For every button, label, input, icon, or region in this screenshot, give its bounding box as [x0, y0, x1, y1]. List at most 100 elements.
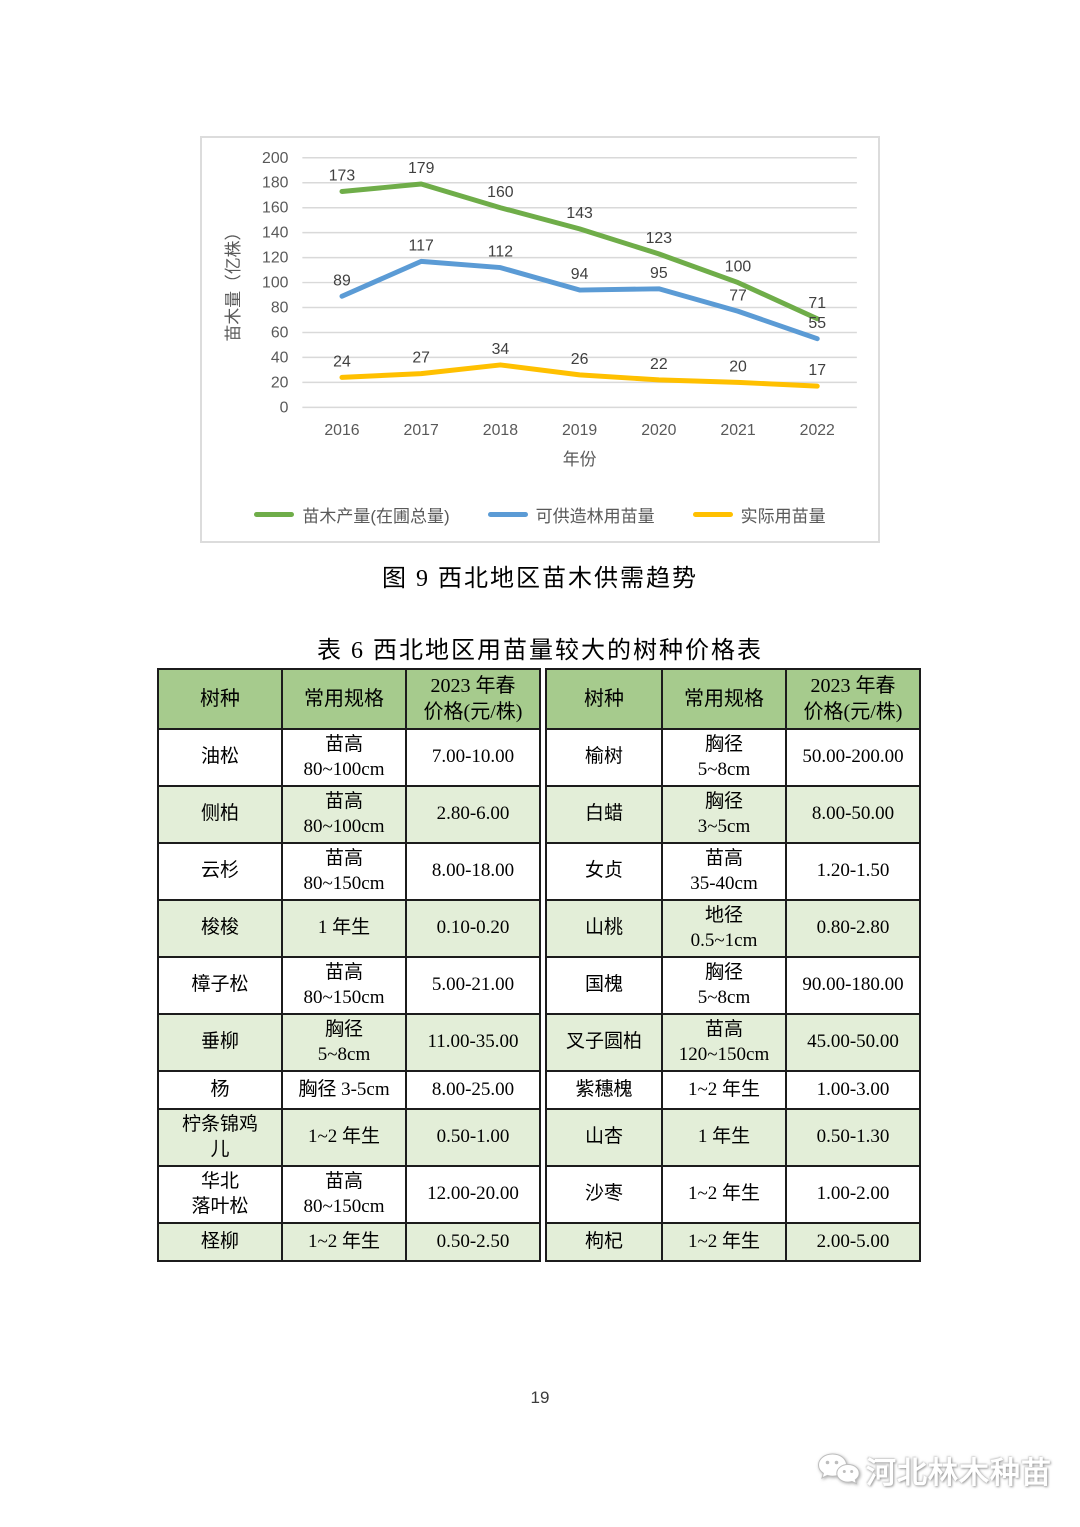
- line-chart: 0 20 40 60 80 100 120 140 160 180 200 2016 2017 2018 2…: [200, 136, 880, 543]
- x-tick-label: 2020: [641, 422, 676, 439]
- table-caption: 表 6 西北地区用苗量较大的树种价格表: [317, 638, 763, 664]
- header-cell: 树种: [157, 668, 283, 730]
- table-cell: 0.50-2.50: [405, 1222, 541, 1262]
- x-axis-title: 年份: [563, 450, 597, 469]
- table-cell: 苗高 120~150cm: [661, 1013, 787, 1072]
- table-cell: 梭梭: [157, 899, 283, 958]
- table-cell: 0.10-0.20: [405, 899, 541, 958]
- data-label: 94: [571, 266, 589, 283]
- table-cell: 榆树: [545, 728, 663, 787]
- table-row: 垂柳 胸径 5~8cm 11.00-35.00 叉子圆柏 苗高 120~150cm 45.…: [157, 1013, 921, 1072]
- data-label: 24: [333, 353, 351, 370]
- y-tick-label: 140: [262, 225, 289, 242]
- table-cell: 云杉: [157, 842, 283, 901]
- data-label: 95: [650, 265, 668, 282]
- header-cell: 常用规格: [281, 668, 407, 730]
- header-cell: 树种: [545, 668, 663, 730]
- table-cell: 12.00-20.00: [405, 1165, 541, 1224]
- table-cell: 柠条锦鸡 儿: [157, 1108, 283, 1167]
- table-cell: 8.00-25.00: [405, 1070, 541, 1110]
- y-tick-label: 160: [262, 200, 289, 217]
- data-label: 112: [488, 244, 513, 261]
- table-cell: 女贞: [545, 842, 663, 901]
- table-cell: 11.00-35.00: [405, 1013, 541, 1072]
- table-gap: [540, 669, 546, 729]
- table-cell: 苗高 80~100cm: [281, 728, 407, 787]
- table-cell: 地径 0.5~1cm: [661, 899, 787, 958]
- y-tick-label: 60: [271, 324, 289, 341]
- data-label: 22: [650, 356, 668, 373]
- table-cell: 0.50-1.00: [405, 1108, 541, 1167]
- table-cell: 1.20-1.50: [785, 842, 921, 901]
- table-cell: 胸径 5~8cm: [281, 1013, 407, 1072]
- data-label: 26: [571, 351, 589, 368]
- x-tick-label: 2021: [720, 422, 755, 439]
- y-axis-title: 苗木量（亿株）: [224, 224, 243, 342]
- table-cell: 45.00-50.00: [785, 1013, 921, 1072]
- table-cell: 胸径 5~8cm: [661, 728, 787, 787]
- legend-label: 实际用苗量: [740, 507, 826, 526]
- table-row: 油松 苗高 80~100cm 7.00-10.00 榆树 胸径 5~8cm 50.00-2…: [157, 728, 921, 787]
- data-label: 117: [409, 237, 434, 254]
- series-line: [339, 258, 820, 342]
- table-row: 华北 落叶松 苗高 80~150cm 12.00-20.00 沙枣 1~2 年生 1.00…: [157, 1165, 921, 1224]
- x-tick-label: 2017: [404, 422, 439, 439]
- table-cell: 胸径 3-5cm: [281, 1070, 407, 1110]
- data-label: 100: [725, 259, 752, 276]
- watermark: 河北林木种苗: [816, 1448, 1052, 1492]
- table-gap: [540, 786, 546, 843]
- table-gap: [540, 843, 546, 900]
- table-row: 樟子松 苗高 80~150cm 5.00-21.00 国槐 胸径 5~8cm 90.00-…: [157, 956, 921, 1015]
- table-cell: 苗高 80~100cm: [281, 785, 407, 844]
- page-number: 19: [530, 1388, 550, 1407]
- table-cell: 2.00-5.00: [785, 1222, 921, 1262]
- table-cell: 山桃: [545, 899, 663, 958]
- table-cell: 柽柳: [157, 1222, 283, 1262]
- header-cell: 常用规格: [661, 668, 787, 730]
- series-line: [339, 181, 820, 322]
- table-gap: [540, 1109, 546, 1166]
- table-cell: 1~2 年生: [281, 1222, 407, 1262]
- table-gap: [540, 1071, 546, 1109]
- x-tick-label: 2016: [324, 422, 359, 439]
- table-cell: 沙枣: [545, 1165, 663, 1224]
- table-cell: 8.00-50.00: [785, 785, 921, 844]
- header-cell: 2023 年春 价格(元/株): [405, 668, 541, 730]
- data-label: 160: [487, 184, 514, 201]
- table-gap: [540, 1014, 546, 1071]
- table-cell: 胸径 3~5cm: [661, 785, 787, 844]
- table-cell: 胸径 5~8cm: [661, 956, 787, 1015]
- data-label: 179: [408, 160, 435, 177]
- table-cell: 2.80-6.00: [405, 785, 541, 844]
- table-cell: 樟子松: [157, 956, 283, 1015]
- data-label: 55: [808, 315, 826, 332]
- table-cell: 苗高 80~150cm: [281, 842, 407, 901]
- price-table: 树种 常用规格 2023 年春 价格(元/株) 树种 常用规格 2023 年春 价格(元/…: [157, 668, 921, 1262]
- y-tick-label: 40: [271, 349, 289, 366]
- data-label: 27: [412, 350, 430, 367]
- data-label: 89: [333, 272, 351, 289]
- table-cell: 垂柳: [157, 1013, 283, 1072]
- table-gap: [540, 1166, 546, 1223]
- table-cell: 5.00-21.00: [405, 956, 541, 1015]
- data-label: 17: [808, 362, 826, 379]
- header-cell: 2023 年春 价格(元/株): [785, 668, 921, 730]
- y-tick-label: 200: [262, 150, 289, 167]
- series-line: [339, 362, 820, 389]
- table-cell: 1.00-2.00: [785, 1165, 921, 1224]
- table-row: 杨胸径 3-5cm 8.00-25.00 紫穗槐 1~2 年生 1.00-3.00: [157, 1070, 921, 1110]
- legend-swatch: [692, 512, 733, 517]
- table-cell: 侧柏: [157, 785, 283, 844]
- y-tick-label: 100: [262, 275, 289, 292]
- data-label: 77: [729, 287, 747, 304]
- table-cell: 1~2 年生: [281, 1108, 407, 1167]
- table-cell: 90.00-180.00: [785, 956, 921, 1015]
- table-gap: [540, 900, 546, 957]
- table-cell: 苗高 80~150cm: [281, 1165, 407, 1224]
- figure-caption: 图 9 西北地区苗木供需趋势: [382, 566, 698, 592]
- legend-item: 可供造林用苗量: [487, 502, 655, 527]
- table-cell: 山杏: [545, 1108, 663, 1167]
- data-label: 71: [808, 295, 826, 312]
- legend-label: 可供造林用苗量: [535, 507, 655, 526]
- table-cell: 杨: [157, 1070, 283, 1110]
